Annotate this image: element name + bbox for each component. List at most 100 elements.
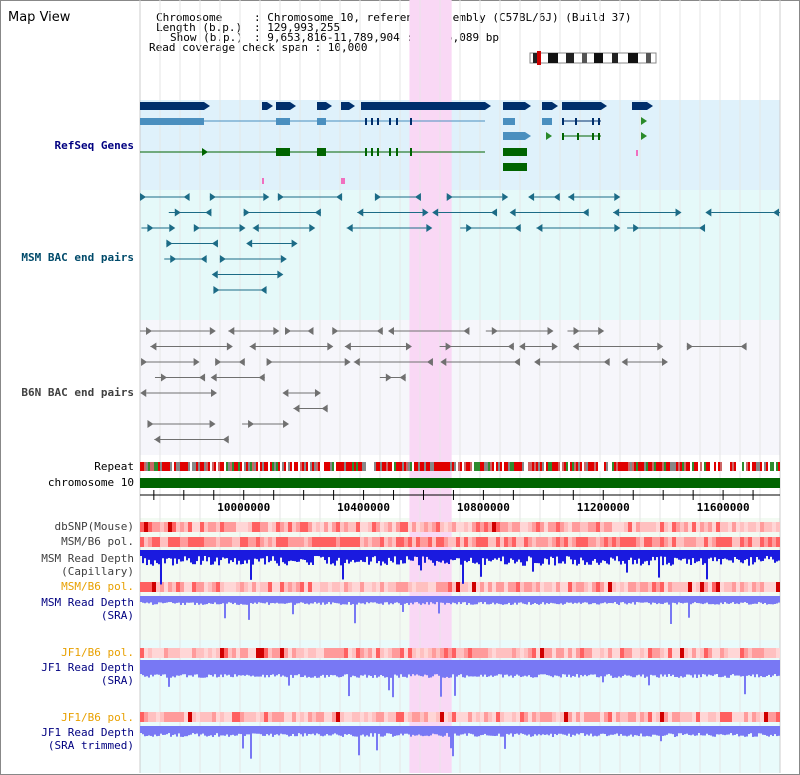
dbsnp-strip-cell [224,522,228,532]
msm-depth-capillary-bar [688,550,690,560]
repeat-block [440,462,442,471]
jf1-depth-sra-bar [772,660,774,676]
msm-depth-capillary-bar [198,550,200,557]
jf1-b6-pol-strip-cell [628,648,632,658]
jf1-depth-sra-trimmed-bar [278,726,280,736]
jf1-depth-sra-trimmed-bar [236,726,238,736]
repeat-block [220,462,222,471]
msm-bac-pair-end [140,193,147,201]
repeat-block [248,462,250,471]
jf1-b6-pol-strip-2-cell [512,712,516,722]
jf1-depth-sra-bar [202,660,204,678]
jf1-b6-pol-strip-cell [288,648,292,658]
track-label-jf1-depth-sub: (SRA) [100,674,134,687]
msm-depth-capillary-bar [514,550,516,564]
msm-depth-sra-bar [486,596,488,605]
jf1-b6-pol-strip-2-cell [284,712,288,722]
jf1-depth-sra-bar [240,660,242,676]
repeat-block [408,462,410,471]
jf1-b6-pol-strip-2-cell [620,712,624,722]
jf1-b6-pol-strip-2-cell [664,712,668,722]
repeat-block [598,462,600,471]
jf1-depth-sra-trimmed-bar [598,726,600,736]
dbsnp-strip-cell [400,522,404,532]
msm-depth-sra-bar [598,596,600,605]
jf1-b6-pol-strip-cell [752,648,756,658]
msm-depth-sra-bar [176,596,178,603]
jf1-b6-pol-strip-2-cell [160,712,164,722]
b6n-bac-pair-end [199,373,206,382]
msm-depth-capillary-bar [358,550,360,562]
jf1-depth-sra-trimmed-bar [414,726,416,736]
msm-depth-sra-bar [352,596,354,605]
length-value: : 129,993,255 [254,21,341,34]
jf1-b6-pol-strip-2-cell [716,712,720,722]
dbsnp-strip-cell [760,522,764,532]
length-key: Length (b.p.) [156,21,243,34]
repeat-block [558,462,560,471]
repeat-block [160,462,162,471]
msm-depth-sra-bar [568,596,570,603]
msm-depth-capillary-bar [772,550,774,560]
repeat-block [206,462,208,471]
jf1-depth-sra-trimmed-bar [306,726,308,736]
jf1-depth-sra-bar [744,660,746,695]
dbsnp-strip-cell [372,522,376,532]
track-label-b6n-bac[interactable]: B6N BAC end pairs [21,386,134,399]
msm-depth-capillary-bar [742,550,744,564]
jf1-depth-sra-bar [636,660,638,676]
msm-depth-sra-bar [664,596,666,603]
jf1-depth-sra-trimmed-bar [318,726,320,735]
jf1-depth-sra-trimmed-bar [378,726,380,734]
msm-depth-sra-bar [264,596,266,604]
msm-b6-pol-strip-2-cell [500,582,504,592]
msm-depth-sra-bar [332,596,334,603]
msm-b6-pol-strip-cell [396,537,400,547]
msm-depth-sra-bar [720,596,722,603]
chromosome-key: Chromosome [156,11,223,24]
msm-depth-capillary-bar [388,550,390,558]
jf1-depth-sra-bar [334,660,336,676]
msm-depth-capillary-bar [466,550,468,563]
jf1-depth-sra-trimmed-bar [570,726,572,737]
jf1-depth-sra-bar [300,660,302,678]
repeat-block [526,462,528,471]
msm-b6-pol-strip [140,537,780,547]
jf1-b6-pol-strip-2-cell [452,712,456,722]
gene-block [542,102,552,110]
msm-depth-capillary-bar [152,550,154,566]
msm-b6-pol-strip-cell [264,537,268,547]
jf1-depth-sra-trimmed-bar [334,726,336,734]
jf1-depth-sra-trimmed-bar [588,726,590,736]
msm-b6-pol-strip-cell [676,537,680,547]
repeat-block [698,462,700,471]
jf1-depth-sra-bar [236,660,238,677]
repeat-block [654,462,656,471]
jf1-depth-sra-bar [298,660,300,675]
jf1-depth-sra-bar [674,660,676,678]
msm-depth-sra-bar [314,596,316,603]
msm-b6-pol-strip-cell [468,537,472,547]
jf1-depth-sra-trimmed-bar [516,726,518,734]
msm-depth-capillary-bar [596,550,598,563]
jf1-depth-sra-bar [776,660,778,677]
jf1-depth-sra-bar [404,660,406,677]
jf1-depth-sra-bar [770,660,772,678]
track-label-refseq[interactable]: RefSeq Genes [54,139,134,152]
jf1-depth-sra-bar [278,660,280,675]
jf1-depth-sra-trimmed-bar [406,726,408,734]
jf1-depth-sra-bar [756,660,758,675]
msm-depth-sra-bar [640,596,642,603]
dbsnp-strip-cell [604,522,608,532]
jf1-depth-sra-trimmed-bar [462,726,464,735]
dbsnp-strip-cell [396,522,400,532]
jf1-depth-sra-trimmed-bar [428,726,430,737]
msm-depth-sra-bar [414,596,416,603]
msm-b6-pol-strip-cell [332,537,336,547]
track-label-msm-bac[interactable]: MSM BAC end pairs [21,251,134,264]
track-label-msm-depth-sra-sub: (SRA) [100,609,134,622]
msm-b6-pol-strip-2-cell [684,582,688,592]
jf1-depth-sra-trimmed-bar [218,726,220,737]
jf1-depth-sra-bar [560,660,562,678]
